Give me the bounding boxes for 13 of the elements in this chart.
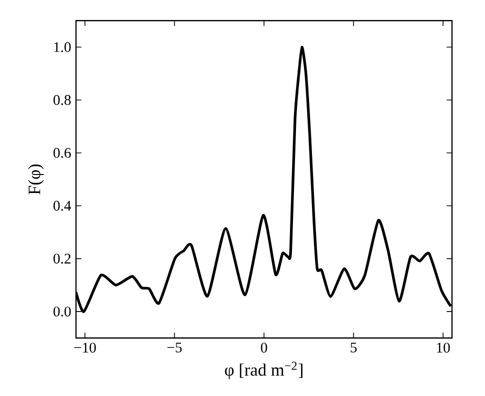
y-tick-label: 0.2 <box>54 254 70 264</box>
y-tick-label: 0.6 <box>54 148 71 158</box>
y-tick-label: 0.8 <box>54 95 71 105</box>
x-tick-label: −5 <box>167 342 182 352</box>
y-tick-label: 1.0 <box>54 42 71 52</box>
x-axis-title: φ [rad m$^{−2}$] <box>224 362 302 380</box>
y-tick-label: 0.4 <box>54 200 72 211</box>
y-tick-label: 0.0 <box>54 306 71 317</box>
x-tick-label: −10 <box>74 342 96 353</box>
x-tick-label: 0 <box>260 342 268 353</box>
x-tick-label: 5 <box>350 342 357 352</box>
x-tick-label: 10 <box>437 342 450 353</box>
y-axis-title: F(φ) <box>28 164 44 194</box>
